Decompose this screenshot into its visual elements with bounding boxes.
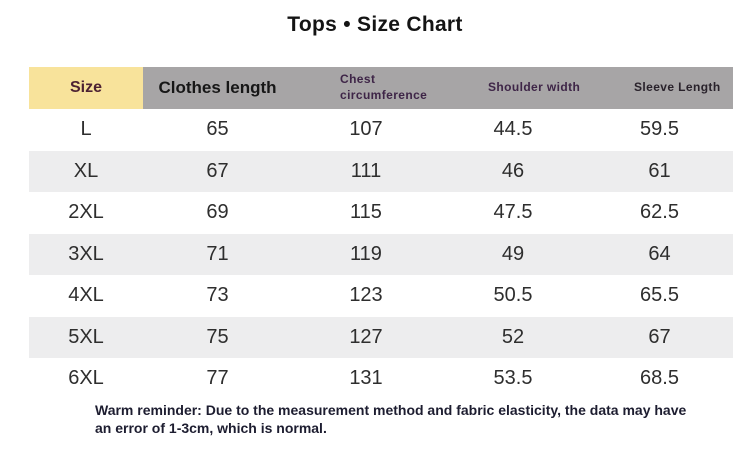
table-row: 2XL 69 115 47.5 62.5 [29, 192, 733, 234]
value-cell: 65 [206, 118, 229, 141]
value-cell: 67 [648, 325, 671, 348]
value-cell: 68.5 [640, 367, 679, 390]
value-cell: 52 [501, 325, 525, 348]
table-row: XL 67 111 46 61 [29, 150, 733, 192]
column-header-chest-circumference: Chest circumference [292, 67, 440, 109]
value-cell: 44.5 [493, 118, 533, 141]
column-header-clothes-length: Clothes length [143, 67, 292, 109]
value-cell: 50.5 [493, 284, 533, 307]
page-title: Tops • Size Chart [287, 13, 463, 36]
value-cell: 131 [349, 367, 383, 390]
value-cell: 75 [206, 325, 229, 348]
table-row: 6XL 77 131 53.5 68.5 [29, 358, 733, 400]
table-row: 4XL 73 123 50.5 65.5 [29, 275, 733, 317]
size-chart-table: Size Clothes length Chest circumference … [29, 67, 733, 400]
table-row: 3XL 71 119 49 64 [29, 233, 733, 275]
value-cell: 111 [350, 159, 382, 182]
table-header-row: Size Clothes length Chest circumference … [29, 67, 733, 109]
value-cell: 127 [349, 325, 383, 348]
size-cell: 3XL [68, 242, 104, 265]
column-header-shoulder-width: Shoulder width [440, 67, 586, 109]
column-header-sleeve-length: Sleeve Length [586, 67, 733, 109]
value-cell: 119 [350, 242, 382, 265]
value-cell: 65.5 [640, 284, 679, 307]
table-row: L 65 107 44.5 59.5 [29, 109, 733, 151]
column-header-size: Size [29, 67, 143, 109]
value-cell: 123 [349, 284, 383, 307]
value-cell: 46 [501, 159, 525, 182]
value-cell: 115 [350, 201, 382, 224]
size-cell: 6XL [68, 367, 104, 390]
size-cell: 5XL [68, 325, 104, 348]
value-cell: 64 [648, 242, 671, 265]
value-cell: 107 [349, 118, 383, 141]
value-cell: 62.5 [640, 201, 679, 224]
value-cell: 71 [206, 242, 229, 265]
value-cell: 47.5 [493, 201, 533, 224]
table-body: L 65 107 44.5 59.5 XL 67 111 46 61 2XL 69 115 47.5 62.… [29, 109, 733, 400]
value-cell: 61 [648, 159, 671, 182]
value-cell: 53.5 [493, 367, 533, 390]
value-cell: 73 [206, 284, 229, 307]
value-cell: 49 [501, 242, 525, 265]
value-cell: 69 [206, 201, 229, 224]
value-cell: 67 [206, 159, 229, 182]
size-cell: 2XL [68, 201, 104, 224]
size-cell: XL [73, 159, 99, 182]
value-cell: 59.5 [640, 118, 679, 141]
table-row: 5XL 75 127 52 67 [29, 316, 733, 358]
warm-reminder-note: Warm reminder: Due to the measurement me… [95, 402, 687, 437]
size-cell: L [80, 118, 92, 141]
size-cell: 4XL [68, 284, 104, 307]
value-cell: 77 [206, 367, 229, 390]
